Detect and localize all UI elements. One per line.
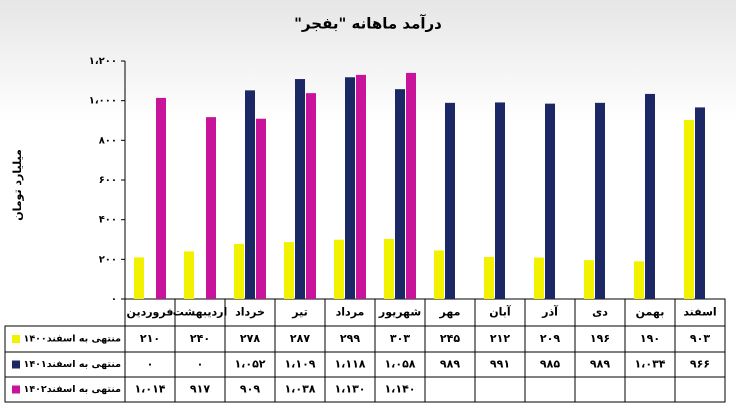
bar: [634, 261, 644, 299]
x-tick-label: تیر: [291, 306, 307, 319]
table-value: ۳۰۳: [390, 332, 410, 345]
legend-label: منتهی به اسفند۱۴۰۲: [24, 384, 122, 395]
bar: [545, 103, 555, 300]
table-value: ۰: [197, 358, 204, 371]
table-value: ۱،۱۱۸: [334, 358, 365, 371]
table-value: ۰: [147, 358, 154, 371]
y-tick-label: ۸۰۰: [99, 135, 117, 146]
table-value: ۱،۰۵۲: [234, 358, 265, 371]
x-tick-label: بهمن: [636, 306, 665, 319]
table-value: ۲۰۹: [540, 332, 560, 345]
bar: [156, 97, 166, 299]
x-tick-label: فروردین: [127, 306, 174, 319]
bar: [356, 74, 366, 299]
table-value: ۱،۱۰۹: [284, 358, 315, 371]
table-value: ۹۸۹: [440, 358, 460, 371]
table-value: ۹۰۳: [690, 332, 710, 345]
bar: [234, 243, 244, 299]
table-value: ۹۰۹: [240, 383, 260, 396]
y-axis-label: میلیارد تومان: [11, 149, 24, 221]
bar: [384, 238, 394, 299]
bar: [334, 239, 344, 299]
table-value: ۱۹۶: [590, 332, 610, 345]
table-value: ۲۹۹: [340, 332, 360, 345]
y-tick-label: ۰: [111, 294, 117, 305]
bar: [306, 93, 316, 299]
legend-swatch: [12, 360, 20, 369]
x-tick-label: اردیبهشت: [173, 306, 227, 319]
table-value: ۹۸۵: [540, 358, 560, 371]
x-tick-label: اسفند: [683, 306, 716, 319]
bar: [484, 256, 494, 299]
table-value: ۱،۰۱۴: [134, 383, 165, 396]
table-value: ۲۴۰: [190, 332, 210, 345]
table-value: ۱،۰۳۴: [634, 358, 665, 371]
bar: [695, 107, 705, 299]
bar: [684, 119, 694, 299]
bar: [406, 72, 416, 300]
chart-title: درآمد ماهانه "بفجر": [294, 15, 442, 33]
bar: [295, 79, 305, 299]
table-value: ۱،۰۵۸: [384, 358, 415, 371]
bar: [645, 93, 655, 299]
x-tick-label: خرداد: [235, 306, 265, 319]
y-tick-label: ۶۰۰: [99, 175, 117, 186]
bar: [134, 257, 144, 299]
table-cell: [674, 376, 726, 403]
table-value: ۲۱۰: [140, 332, 160, 345]
y-tick-label: ۴۰۰: [99, 215, 117, 226]
bar: [206, 117, 216, 300]
table-value: ۲۱۲: [490, 332, 510, 345]
x-tick-label: آذر: [541, 305, 558, 319]
x-tick-label: آبان: [489, 305, 511, 319]
legend-label: منتهی به اسفند۱۴۰۰: [24, 334, 122, 345]
legend-swatch: [12, 385, 20, 394]
bar: [245, 90, 255, 299]
bar: [495, 102, 505, 300]
bar: [445, 102, 455, 300]
y-tick-label: ۱،۰۰۰: [89, 96, 117, 107]
table-value: ۱،۰۳۸: [284, 383, 315, 396]
bar: [434, 250, 444, 299]
x-tick-label: شهریور: [378, 306, 421, 319]
table-value: ۹۹۱: [490, 358, 510, 371]
bar: [595, 102, 605, 300]
table-value: ۱،۱۴۰: [384, 383, 415, 396]
bar: [345, 77, 355, 299]
table-value: ۲۴۵: [440, 332, 460, 345]
y-tick-label: ۲۰۰: [99, 254, 117, 265]
table-value: ۱۹۰: [640, 332, 660, 345]
legend-swatch: [12, 335, 20, 343]
bar: [284, 242, 294, 299]
bar: [534, 257, 544, 299]
bar: [584, 260, 594, 299]
table-value: ۲۷۸: [240, 332, 260, 345]
bar: [395, 89, 405, 299]
bar: [184, 251, 194, 299]
table-value: ۹۱۷: [190, 383, 210, 396]
bar: [256, 118, 266, 299]
legend-label: منتهی به اسفند۱۴۰۱: [24, 359, 122, 370]
x-tick-label: مرداد: [336, 306, 365, 319]
x-tick-label: مهر: [439, 306, 461, 319]
table-value: ۱،۱۳۰: [334, 383, 365, 396]
table-value: ۹۸۹: [590, 358, 610, 371]
table-value: ۲۸۷: [290, 332, 310, 345]
x-tick-label: دی: [592, 306, 608, 319]
table-value: ۹۶۶: [690, 358, 710, 371]
y-tick-label: ۱،۲۰۰: [89, 56, 117, 67]
